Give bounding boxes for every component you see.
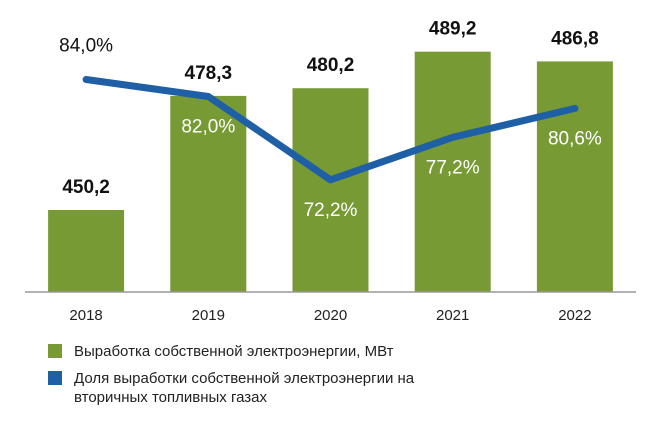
legend-item: Выработка собственной электроэнергии, МВ…	[48, 342, 454, 361]
bar	[170, 95, 247, 293]
bar-value-label: 486,8	[551, 28, 599, 49]
bar	[292, 88, 369, 292]
legend: Выработка собственной электроэнергии, МВ…	[48, 342, 454, 415]
legend-swatch	[48, 371, 62, 385]
x-tick-label: 2018	[69, 307, 102, 324]
bar	[48, 209, 125, 292]
bar	[414, 51, 491, 292]
legend-item: Доля выработки собственной электроэнерги…	[48, 369, 454, 407]
bar-value-label: 478,3	[185, 63, 233, 84]
line-value-label: 82,0%	[181, 117, 235, 138]
x-tick-label: 2020	[314, 307, 347, 324]
bar-value-label: 450,2	[62, 177, 110, 198]
line-value-label: 80,6%	[548, 128, 602, 149]
legend-label: Выработка собственной электроэнергии, МВ…	[74, 343, 394, 360]
bar	[536, 61, 613, 293]
legend-swatch	[48, 344, 62, 358]
x-tick-label: 2021	[436, 307, 469, 324]
legend-label: Доля выработки собственной электроэнерги…	[74, 370, 415, 406]
line-value-label: 77,2%	[426, 157, 480, 178]
line	[82, 76, 579, 184]
line-value-label: 84,0%	[59, 36, 113, 57]
chart: 450,2 478,3 480,2 489,2 486,8 2018 2019 2020 202…	[25, 19, 636, 324]
x-tick-label: 2019	[192, 307, 225, 324]
bar-value-label: 480,2	[307, 55, 355, 76]
x-tick-label: 2022	[558, 307, 591, 324]
bar-value-label: 489,2	[429, 19, 477, 40]
line-value-label: 72,2%	[304, 200, 358, 221]
